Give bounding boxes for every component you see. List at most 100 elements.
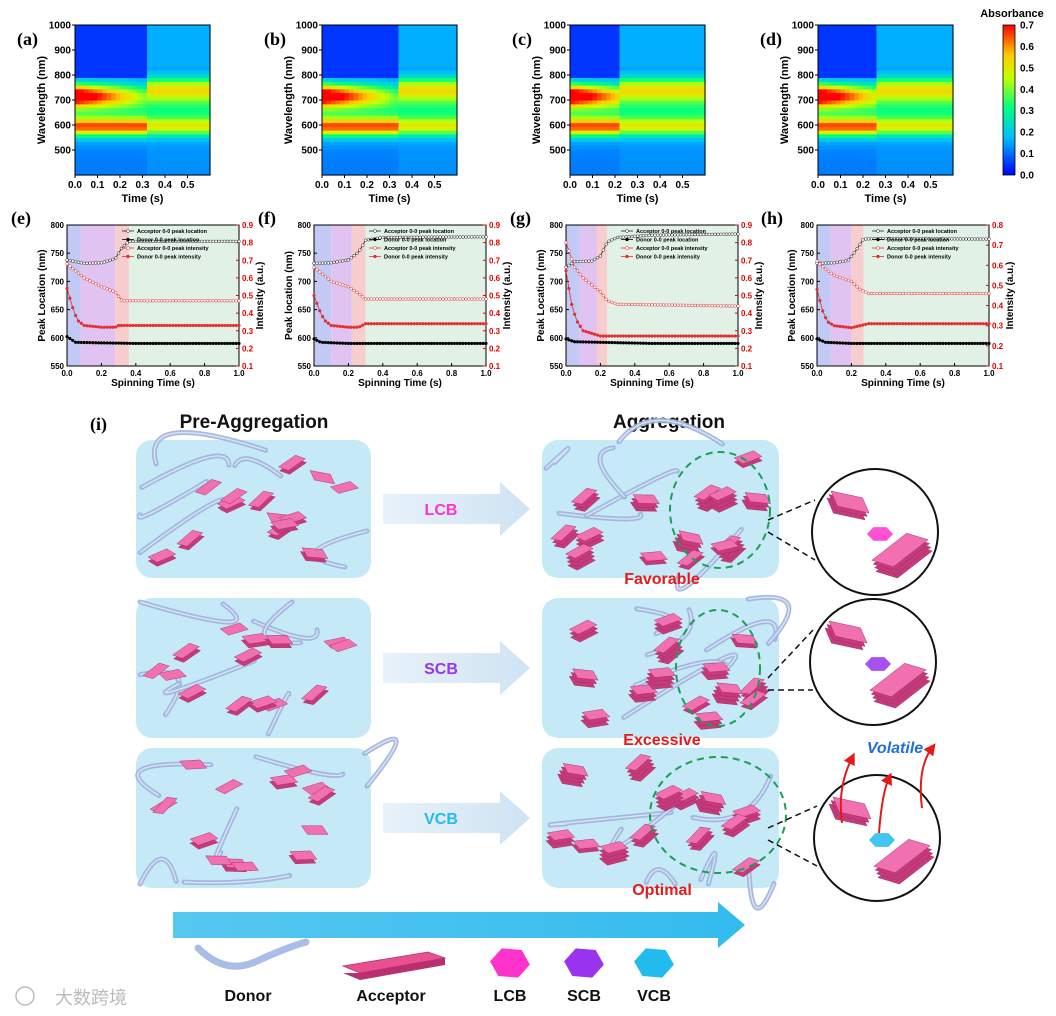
heatmap-cell [335, 51, 341, 56]
heatmap-cell [651, 88, 657, 94]
heatmap-cell [944, 32, 950, 37]
heatmap-cell [660, 137, 666, 142]
heatmap-cell [583, 111, 589, 116]
heatmap-cell [700, 40, 706, 45]
heatmap-cell [403, 66, 409, 71]
heatmap-cell [389, 156, 395, 161]
heatmap-cell [178, 51, 184, 56]
heatmap-cell [881, 148, 887, 154]
heatmap-cell [398, 55, 404, 60]
panel-label: (e) [11, 208, 31, 229]
heatmap-cell [425, 145, 431, 150]
heatmap-cell [908, 43, 914, 49]
heatmap-cell [133, 118, 139, 124]
heatmap-cell [876, 126, 882, 131]
heatmap-cell [452, 32, 458, 37]
heatmap-cell [133, 77, 139, 82]
heatmap-cell [430, 40, 436, 45]
heatmap-cell [430, 115, 436, 120]
heatmap-cell [416, 171, 422, 176]
heatmap-cell [430, 28, 436, 34]
heatmap-cell [340, 126, 346, 131]
heatmap-cell [133, 66, 139, 71]
heatmap-cell [93, 111, 99, 116]
heatmap-cell [389, 141, 395, 146]
heatmap-cell [421, 40, 427, 45]
heatmap-cell [939, 126, 945, 131]
heatmap-cell [120, 148, 126, 154]
heatmap-cell [930, 160, 936, 165]
heatmap-cell [349, 92, 355, 97]
heatmap-cell [111, 152, 117, 157]
heatmap-cell [165, 103, 171, 109]
heatmap-cell [691, 85, 697, 90]
heatmap-cell [371, 77, 377, 82]
heatmap-cell [425, 47, 431, 52]
heatmap-cell [921, 133, 927, 139]
heatmap-cell [948, 137, 954, 142]
heatmap-cell [948, 167, 954, 172]
heatmap-cell [917, 70, 923, 75]
heatmap-cell [579, 88, 585, 94]
heatmap-cell [403, 126, 409, 131]
heatmap-cell [439, 28, 445, 34]
heatmap-cell [407, 28, 413, 34]
heatmap-cell [385, 25, 391, 30]
heatmap-cell [831, 141, 837, 146]
heatmap-cell [687, 81, 693, 86]
heatmap-cell [921, 103, 927, 109]
heatmap-cell [133, 70, 139, 75]
heatmap-cell [849, 126, 855, 131]
heatmap-cell [903, 40, 909, 45]
heatmap-cell [579, 118, 585, 124]
heatmap-cell [700, 145, 706, 150]
heatmap-cell [885, 32, 891, 37]
heatmap-cell [624, 85, 630, 90]
heatmap-cell [416, 62, 422, 67]
heatmap-cell [655, 103, 661, 109]
heatmap-cell [836, 51, 842, 56]
heatmap-cell [124, 103, 130, 109]
heatmap-cell [872, 156, 878, 161]
heatmap-cell [867, 141, 873, 146]
heatmap-cell [881, 51, 887, 56]
heatmap-cell [592, 88, 598, 94]
heatmap-cell [610, 51, 616, 56]
heatmap-cell [610, 58, 616, 64]
heatmap-cell [421, 55, 427, 60]
heatmap-cell [944, 70, 950, 75]
heatmap-cell [340, 133, 346, 139]
heatmap-cell [344, 36, 350, 41]
heatmap-cell [894, 40, 900, 45]
heatmap-cell [899, 40, 905, 45]
heatmap-cell [416, 167, 422, 172]
heatmap-cell [79, 141, 85, 146]
heatmap-cell [881, 85, 887, 90]
heatmap-cell [79, 85, 85, 90]
heatmap-cell [845, 148, 851, 154]
heatmap-cell [691, 92, 697, 97]
heatmap-cell [344, 77, 350, 82]
heatmap-cell [903, 171, 909, 176]
heatmap-cell [425, 88, 431, 94]
heatmap-cell [452, 137, 458, 142]
heatmap-cell [174, 81, 180, 86]
heatmap-cell [394, 36, 400, 41]
heatmap-cell [367, 85, 373, 90]
heatmap-cell [376, 130, 382, 135]
heatmap-cell [574, 66, 580, 71]
heatmap-cell [682, 62, 688, 67]
heatmap-cell [849, 145, 855, 150]
heatmap-cell [156, 115, 162, 120]
heatmap-cell [434, 28, 440, 34]
heatmap-cell [822, 103, 828, 109]
heatmap-cell [340, 115, 346, 120]
heatmap-cell [389, 171, 395, 176]
heatmap-cell [183, 163, 189, 169]
heatmap-cell [192, 126, 198, 131]
heatmap-cell [358, 122, 364, 127]
heatmap-cell [570, 62, 576, 67]
heatmap-cell [696, 103, 702, 109]
heatmap-cell [606, 36, 612, 41]
heatmap-cell [944, 100, 950, 105]
